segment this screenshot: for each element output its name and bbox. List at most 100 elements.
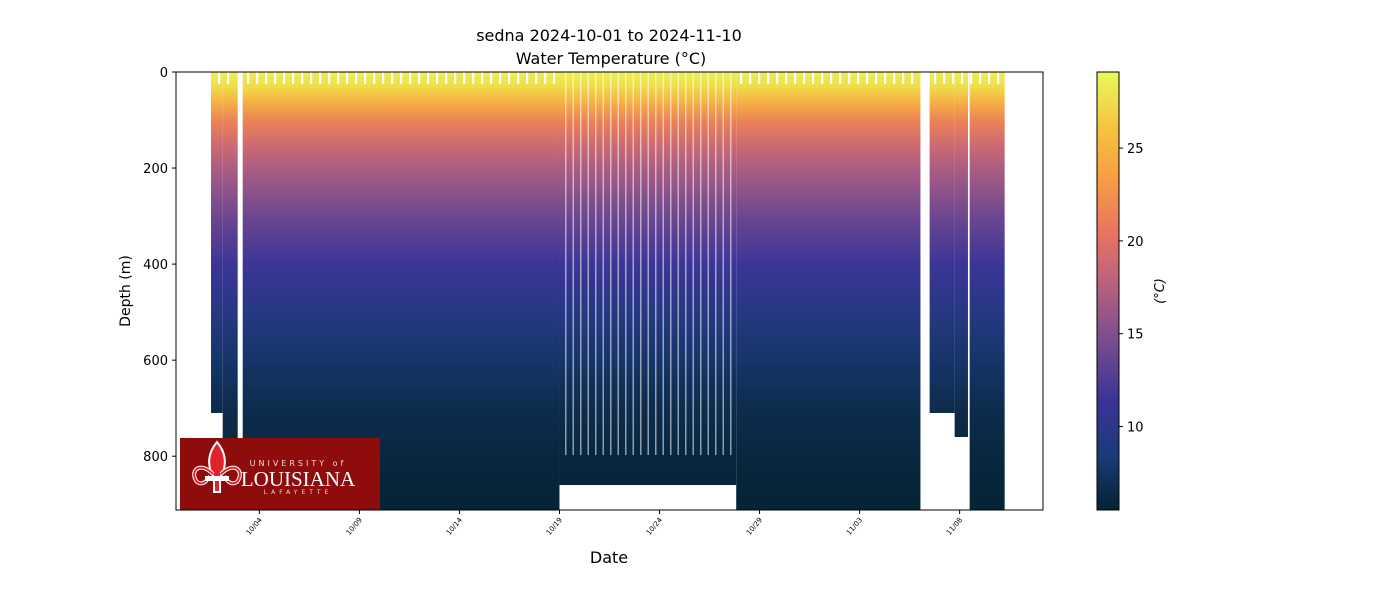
x-tick-label: 11/08 <box>945 516 964 537</box>
fleur-de-lis-icon <box>192 440 242 493</box>
logo-line3: LAFAYETTE <box>264 489 333 496</box>
profile-gap <box>364 72 367 84</box>
x-tick-label: 10/04 <box>245 516 264 537</box>
profile-gap <box>409 72 412 84</box>
profile-gap <box>803 72 806 84</box>
profile-gap <box>535 72 538 84</box>
profile-gap <box>961 72 964 84</box>
profile-gap <box>499 72 502 84</box>
profile-gap <box>677 72 679 456</box>
profile-gap <box>247 72 250 84</box>
x-tick-label: 10/14 <box>445 516 464 537</box>
profile-gap <box>911 72 914 84</box>
logo: UNIVERSITY of LOUISIANA LAFAYETTE <box>180 438 380 510</box>
colorbar-tick-label: 25 <box>1127 142 1144 157</box>
profile-gap <box>979 72 982 84</box>
profile-gap <box>640 72 642 456</box>
profile-gap <box>830 72 833 84</box>
y-tick-label: 800 <box>143 450 168 465</box>
profile-gap <box>283 72 286 84</box>
profile-gap <box>700 72 702 456</box>
profile-gap <box>481 72 484 84</box>
profile-segment <box>969 72 1005 510</box>
y-axis-label: Depth (m) <box>118 255 134 327</box>
profile-gap <box>355 72 358 84</box>
profile-gap <box>436 72 439 84</box>
profile-gap <box>565 72 567 456</box>
colorbar-label: (°C) <box>1153 278 1168 304</box>
x-tick-label: 11/03 <box>845 516 864 537</box>
profile-gap <box>692 72 694 456</box>
profile-gap <box>346 72 349 84</box>
profile-gap <box>707 72 709 456</box>
profile-gap <box>445 72 448 84</box>
profile-gap <box>595 72 597 456</box>
profile-gap <box>632 72 634 456</box>
profile-gap <box>715 72 717 456</box>
x-tick-label: 10/29 <box>745 516 764 537</box>
y-tick-label: 400 <box>143 258 168 273</box>
profile-gap <box>610 72 612 456</box>
profile-gap <box>857 72 860 84</box>
profile-gap <box>812 72 815 84</box>
profile-gap <box>730 72 732 456</box>
profile-gap <box>749 72 752 84</box>
profile-segment <box>222 72 238 510</box>
profile-gap <box>758 72 761 84</box>
profile-gap <box>902 72 905 84</box>
profile-segment <box>211 72 223 413</box>
profile-gap <box>526 72 529 84</box>
profile-gap <box>893 72 896 84</box>
profile-gap <box>274 72 277 84</box>
profile-gap <box>427 72 430 84</box>
profile-gap <box>508 72 511 84</box>
chart-title: sedna 2024-10-01 to 2024-11-10 <box>476 26 742 45</box>
y-tick-label: 200 <box>143 162 168 177</box>
profile-gap <box>602 72 604 456</box>
profile-gap <box>839 72 842 84</box>
profile-gap <box>767 72 770 84</box>
profile-gap <box>952 72 955 84</box>
profile-gap <box>463 72 466 84</box>
profile-gap <box>776 72 779 84</box>
colorbar-tick-label: 20 <box>1127 235 1144 250</box>
profile-gap <box>319 72 322 84</box>
profile-gap <box>418 72 421 84</box>
profile-gap <box>292 72 295 84</box>
colorbar-tick-label: 15 <box>1127 328 1144 343</box>
x-tick-label: 10/09 <box>345 516 364 537</box>
profile-gap <box>256 72 259 84</box>
profile-gap <box>740 72 743 84</box>
x-axis-label: Date <box>590 548 628 567</box>
colorbar-tick-label: 10 <box>1127 420 1144 435</box>
profile-gap <box>794 72 797 84</box>
profile-gap <box>544 72 547 84</box>
chart-subtitle: Water Temperature (°C) <box>516 49 706 68</box>
profile-gap <box>625 72 627 456</box>
profile-gap <box>490 72 493 84</box>
profile-gap <box>337 72 340 84</box>
x-tick-label: 10/19 <box>545 516 564 537</box>
profile-gap <box>301 72 304 84</box>
profile-segment <box>954 72 968 437</box>
profile-gap <box>988 72 991 84</box>
profile-gap <box>553 72 556 84</box>
y-axis: 0 200 400 600 800 <box>143 66 176 465</box>
plot-frame <box>175 71 1044 511</box>
profile-gap <box>685 72 687 456</box>
profile-gap <box>997 72 1000 84</box>
profile-gap <box>382 72 385 84</box>
profile-gap <box>391 72 394 84</box>
profile-gap <box>647 72 649 456</box>
profile-segment <box>242 72 560 510</box>
profile-gap <box>785 72 788 84</box>
x-axis: 10/04 10/09 10/14 10/19 10/24 10/29 11/03 11/08 <box>245 510 964 537</box>
profile-segment <box>929 72 955 413</box>
profile-gap <box>884 72 887 84</box>
profile-gap <box>580 72 582 456</box>
colorbar <box>1096 71 1120 511</box>
y-tick-label: 600 <box>143 354 168 369</box>
x-tick-label: 10/24 <box>645 516 664 537</box>
profile-gap <box>970 72 973 84</box>
